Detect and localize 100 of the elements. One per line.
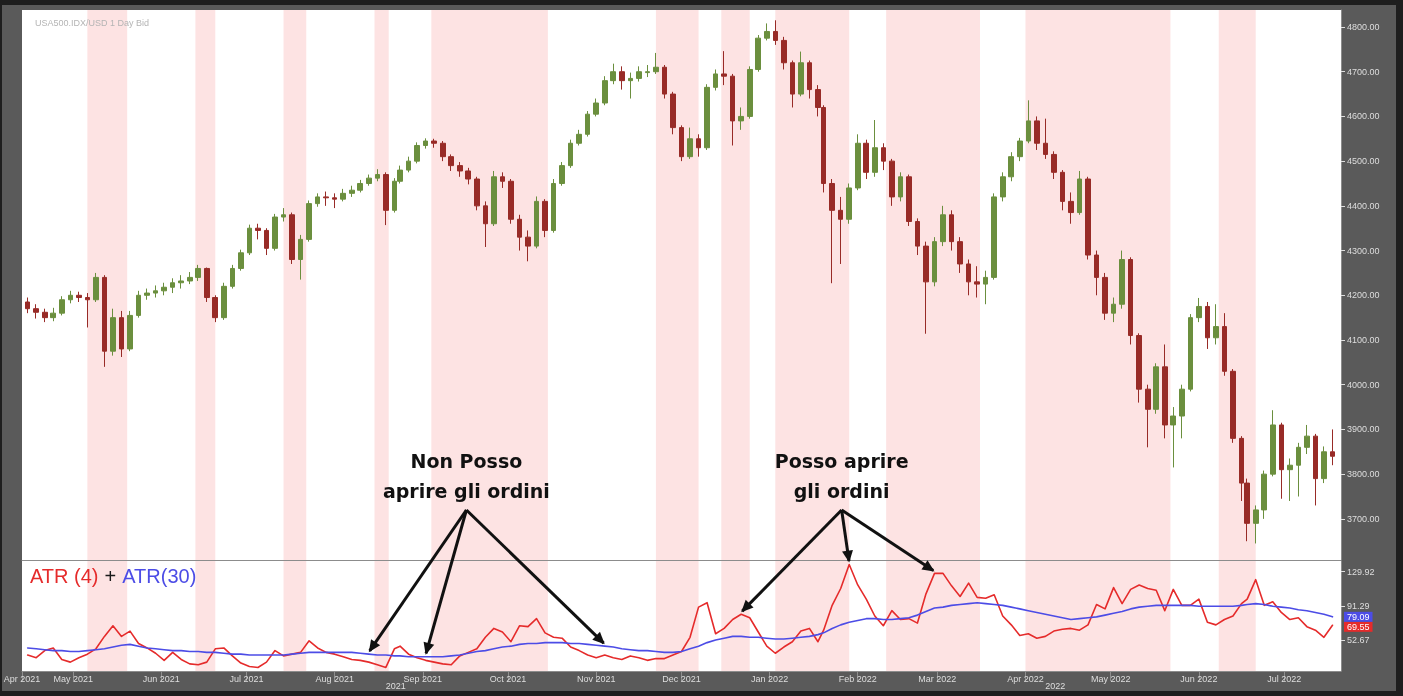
candlestick (1213, 303, 1219, 345)
annotation: + (104, 565, 117, 587)
candlestick (798, 51, 804, 97)
candlestick (1253, 504, 1259, 544)
candlestick (585, 110, 590, 138)
candlestick (1188, 313, 1193, 392)
x-tick-label: Aug 2021 (315, 673, 354, 684)
y-tick-label: 4200.00 (1347, 290, 1380, 301)
x-tick-label: Oct 2021 (489, 673, 527, 684)
candlestick (221, 282, 227, 321)
candlestick (204, 267, 210, 303)
data-label: 79.09 (1347, 611, 1370, 622)
candlestick (465, 167, 471, 185)
candlestick (790, 60, 795, 108)
y-tick-label: 4700.00 (1347, 66, 1380, 77)
candlestick (42, 308, 48, 323)
candlestick (1330, 428, 1335, 466)
candlestick (110, 308, 116, 357)
candlestick (1270, 409, 1276, 477)
x-tick-label: Nov 2021 (576, 673, 616, 684)
candlestick (1296, 442, 1301, 497)
x-tick-label: May 2021 (53, 673, 93, 684)
candlestick (636, 65, 642, 83)
candlestick (1205, 301, 1210, 350)
candlestick (755, 34, 761, 73)
candlestick (846, 183, 852, 225)
candlestick (991, 192, 997, 281)
candlestick (1111, 297, 1116, 323)
candlestick (1017, 137, 1023, 162)
candlestick (773, 19, 778, 46)
candlestick (375, 168, 380, 182)
candlestick (551, 178, 556, 234)
candlestick (1179, 384, 1185, 439)
candlestick (957, 236, 963, 274)
y-tick-label: 4800.00 (1347, 21, 1380, 32)
candlestick (448, 153, 454, 172)
x-tick-label: May 2022 (1090, 673, 1131, 684)
candlestick (559, 161, 565, 187)
candlestick (1094, 250, 1099, 296)
candlestick (315, 192, 320, 208)
x-tick-label: Mar 2022 (918, 673, 957, 684)
y-tick-label: 129.92 (1347, 566, 1375, 577)
candlestick (119, 310, 124, 358)
text: ATR (4) (30, 565, 99, 587)
candlestick (102, 274, 107, 368)
candlestick (1000, 171, 1006, 202)
candlestick (1077, 170, 1082, 216)
y-tick-label: 4300.00 (1347, 245, 1380, 256)
candlestick (1153, 362, 1159, 415)
candlestick (1043, 118, 1048, 160)
candlestick (50, 307, 56, 322)
y-tick-label: 3800.00 (1347, 469, 1380, 480)
candlestick (829, 178, 835, 284)
y-tick-label: 4400.00 (1347, 200, 1380, 211)
candlestick (696, 133, 701, 158)
candlestick (25, 297, 30, 314)
candlestick (483, 200, 488, 248)
candlestick (431, 138, 437, 149)
candlestick (440, 140, 446, 162)
candlestick (1060, 169, 1065, 211)
candlestick (457, 161, 463, 178)
candlestick (161, 282, 167, 296)
candlestick (366, 174, 372, 187)
candlestick (610, 63, 616, 85)
candlestick (721, 50, 727, 86)
candlestick (974, 265, 980, 299)
y-tick-label: 52.67 (1347, 635, 1370, 646)
candlestick (534, 195, 539, 249)
candlestick (1162, 343, 1168, 439)
x-tick-label: Jun 2022 (1180, 673, 1218, 684)
candlestick (474, 176, 480, 211)
candlestick (187, 271, 193, 285)
candlestick (764, 22, 770, 41)
candlestick (932, 236, 937, 287)
candlestick (619, 65, 625, 91)
text: 2022 (1045, 681, 1066, 691)
candlestick (1051, 150, 1057, 180)
candlestick (1304, 424, 1310, 455)
candlestick (593, 98, 599, 117)
y-tick-label: 4600.00 (1347, 111, 1380, 122)
y-tick-label: 4500.00 (1347, 156, 1380, 167)
candlestick (508, 178, 514, 225)
y-tick-label: 4100.00 (1347, 335, 1380, 345)
candlestick (983, 270, 988, 305)
candlestick (807, 60, 812, 100)
candlestick (1026, 99, 1031, 144)
candlestick (298, 234, 303, 281)
candlestick (153, 284, 158, 299)
candlestick (949, 209, 954, 252)
candlestick (170, 277, 175, 294)
x-tick-label: Feb 2022 (838, 673, 877, 684)
candlestick (255, 223, 261, 240)
candlestick (1068, 191, 1074, 225)
candlestick (670, 91, 676, 135)
candlestick (906, 174, 912, 227)
candlestick (144, 288, 150, 301)
candlestick (915, 217, 920, 256)
candlestick (1287, 458, 1293, 502)
candlestick (602, 75, 608, 106)
candlestick (1008, 151, 1014, 182)
